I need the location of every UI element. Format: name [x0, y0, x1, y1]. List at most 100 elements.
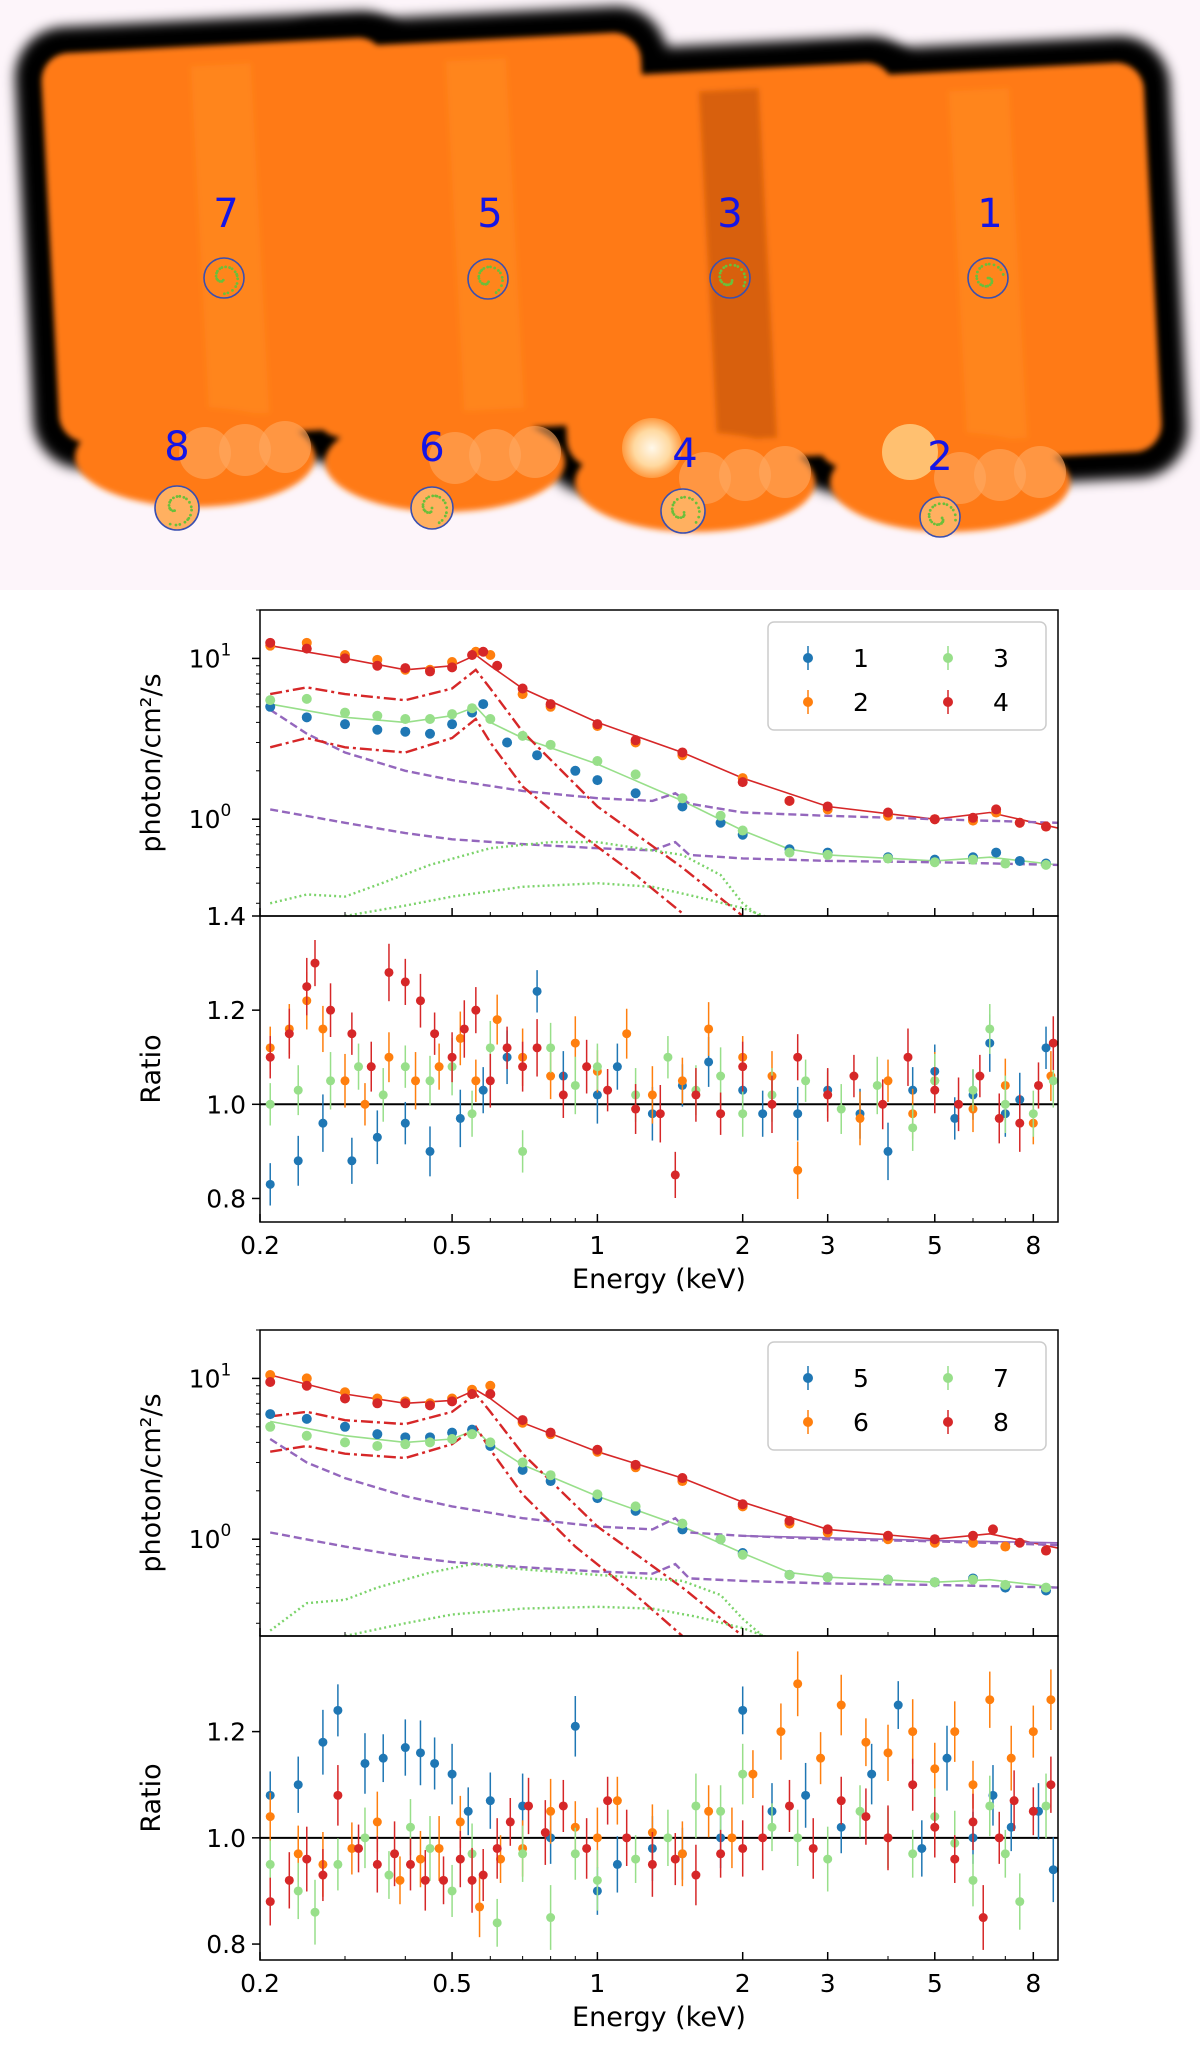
tick-exponent: 0 — [220, 801, 231, 821]
data-point — [968, 854, 979, 865]
ratio-point — [950, 1113, 960, 1123]
region-dot — [1001, 273, 1005, 276]
region-dot — [694, 520, 698, 524]
data-point — [1000, 1579, 1011, 1590]
x-tick-label: 5 — [927, 1969, 943, 1998]
ratio-point — [603, 1085, 613, 1095]
ratio-series-4 — [265, 940, 1058, 1198]
region-dot — [501, 279, 504, 283]
ratio-point — [400, 977, 410, 987]
ratio-point — [265, 1812, 275, 1822]
ratio-point — [400, 1118, 410, 1128]
region-dot — [482, 266, 486, 270]
region-label: 7 — [213, 191, 238, 237]
region-label: 5 — [477, 191, 502, 237]
ratio-point — [378, 1090, 388, 1100]
region-dot — [186, 518, 190, 522]
ratio-point — [293, 1780, 303, 1790]
data-point — [485, 1388, 496, 1399]
model-dotted-line — [269, 1562, 764, 1636]
ratio-point — [1009, 1796, 1019, 1806]
region-dot — [421, 505, 425, 509]
ratio-point — [716, 1071, 726, 1081]
region-dot — [928, 508, 932, 512]
tick-base: 10 — [189, 805, 221, 834]
region-dot — [482, 282, 486, 286]
region-dot — [718, 275, 722, 279]
region-dot — [477, 274, 481, 278]
data-point — [677, 747, 688, 758]
region-dot — [990, 279, 994, 283]
ratio-point — [478, 1870, 488, 1880]
y-axis-ratio: 0.8 1.0 1.2 1.4 Ratio — [136, 902, 260, 1213]
data-point — [301, 712, 312, 723]
data-point — [339, 1437, 350, 1448]
region-2: 2 — [919, 434, 961, 538]
ratio-point — [420, 1875, 430, 1885]
region-dot — [986, 284, 990, 288]
region-dot — [937, 522, 941, 526]
region-dot — [441, 498, 445, 502]
ratio-point — [1015, 1897, 1025, 1907]
series-4 — [265, 637, 1052, 832]
faint-blob — [934, 452, 986, 504]
x-tick-label: 8 — [1025, 1969, 1041, 1998]
x-tick-label: 1 — [589, 1231, 605, 1260]
region-dot — [496, 269, 500, 272]
region-dot — [942, 502, 946, 506]
tile-stripe — [190, 63, 270, 416]
data-point — [339, 719, 350, 730]
bright-blobs — [179, 418, 1066, 504]
region-dot — [426, 511, 429, 514]
data-point — [737, 825, 748, 836]
ratio-point — [463, 1806, 473, 1816]
model-dashed-line — [269, 1437, 1058, 1547]
region-dot — [951, 508, 955, 512]
ratio-point — [1041, 1801, 1051, 1811]
data-point — [1041, 1545, 1052, 1556]
ratio-point — [265, 1052, 275, 1062]
ratio-point — [930, 1822, 940, 1832]
ratio-series-3 — [265, 1004, 1058, 1173]
ratio-point — [400, 1743, 410, 1753]
ratio-point — [354, 1062, 364, 1072]
ratio-point — [836, 1822, 846, 1832]
data-point — [265, 1421, 276, 1432]
data-point — [630, 735, 641, 746]
x-tick-label: 0.2 — [240, 1231, 280, 1260]
region-dot — [431, 494, 435, 498]
ratio-point — [505, 1817, 515, 1827]
region-dot — [740, 268, 744, 271]
ratio-point — [883, 1146, 893, 1156]
ratio-point — [415, 1748, 425, 1758]
legend-box — [767, 621, 1047, 731]
ratio-point — [647, 1090, 657, 1100]
data-point — [265, 695, 276, 706]
ratio-point — [485, 1043, 495, 1053]
ratio-point — [524, 1801, 534, 1811]
ratio-point — [518, 1062, 528, 1072]
tick-exponent: 1 — [220, 1360, 231, 1380]
data-point — [630, 1501, 641, 1512]
ratio-point — [903, 1052, 913, 1062]
ratio-point — [360, 1758, 370, 1768]
region-dot — [221, 278, 225, 282]
y-tick-label: 1.4 — [206, 902, 246, 931]
region-dot — [230, 267, 234, 271]
ratio-point — [738, 1843, 748, 1853]
region-5: 5 — [467, 191, 509, 300]
ratio-point — [758, 1833, 768, 1843]
ratio-point — [950, 1727, 960, 1737]
ratio-point — [968, 1875, 978, 1885]
region-6: 6 — [410, 425, 454, 530]
ratio-point — [872, 1080, 882, 1090]
region-3: 3 — [709, 191, 751, 299]
ratio-point — [908, 1849, 918, 1859]
ratio-point — [631, 1104, 641, 1114]
legend: 1 2 3 4 — [767, 621, 1047, 731]
region-dot — [743, 280, 747, 284]
model-dotted-line — [344, 881, 768, 916]
region-dot — [422, 499, 426, 503]
